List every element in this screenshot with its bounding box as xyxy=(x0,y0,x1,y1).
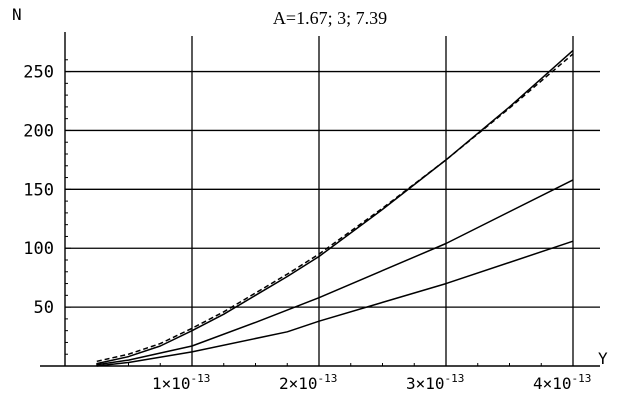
axes xyxy=(40,32,600,367)
series-line-2 xyxy=(96,53,574,363)
x-tick-label-4: 4×10-13 xyxy=(533,372,591,393)
y-tick-label-50: 50 xyxy=(34,298,54,318)
y-tick-label-150: 150 xyxy=(23,180,54,200)
series-layer xyxy=(96,49,574,367)
x-axis-label: Y xyxy=(598,349,608,368)
y-tick-label-100: 100 xyxy=(23,239,54,259)
chart-title: A=1.67; 3; 7.39 xyxy=(273,8,387,28)
x-tick-label-2: 2×10-13 xyxy=(279,372,337,393)
y-tick-label-200: 200 xyxy=(23,121,54,141)
grid xyxy=(65,36,600,366)
y-tick-label-250: 250 xyxy=(23,63,54,83)
x-tick-label-3: 3×10-13 xyxy=(406,372,464,393)
series-line-3 xyxy=(96,179,574,366)
series-line-4 xyxy=(96,240,574,367)
x-tick-label-1: 1×10-13 xyxy=(152,372,210,393)
y-axis-label: N xyxy=(12,5,22,24)
tick-labels: 50 100 150 200 250 1×10-13 2×10-13 3×10-13 4×10-… xyxy=(23,63,591,393)
